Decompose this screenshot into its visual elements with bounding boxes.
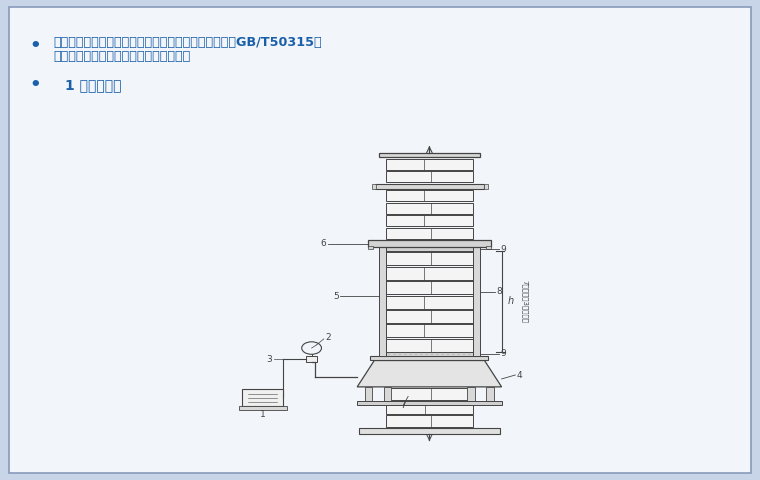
- Text: 1: 1: [260, 410, 265, 419]
- Bar: [385, 324, 473, 337]
- Bar: [365, 387, 372, 401]
- Bar: [385, 190, 473, 201]
- Bar: [385, 339, 473, 352]
- Text: 2: 2: [325, 334, 331, 342]
- Bar: [378, 153, 480, 157]
- Bar: [378, 247, 385, 356]
- Bar: [385, 402, 473, 414]
- Bar: [385, 247, 473, 251]
- Bar: [385, 352, 473, 356]
- Bar: [357, 401, 502, 405]
- Text: 4: 4: [517, 371, 522, 380]
- Bar: [359, 428, 500, 434]
- Text: h: h: [508, 297, 514, 306]
- Bar: [483, 184, 488, 189]
- Polygon shape: [357, 360, 502, 387]
- Bar: [486, 246, 491, 249]
- Bar: [385, 267, 473, 280]
- Bar: [375, 184, 483, 189]
- Bar: [385, 215, 473, 226]
- Bar: [239, 406, 287, 410]
- Text: 9: 9: [500, 245, 506, 253]
- Bar: [384, 387, 391, 401]
- Bar: [385, 203, 473, 214]
- Text: 9: 9: [500, 349, 506, 358]
- Text: 可针对不同需要采用下列相应检测方法：: 可针对不同需要采用下列相应检测方法：: [53, 50, 191, 63]
- Bar: [306, 356, 317, 362]
- Bar: [385, 252, 473, 265]
- Text: 1 原位轴压法: 1 原位轴压法: [65, 78, 121, 93]
- Text: 8: 8: [497, 288, 502, 296]
- Bar: [368, 240, 491, 247]
- Text: 6: 6: [321, 240, 326, 248]
- Bar: [385, 415, 473, 427]
- Bar: [385, 228, 473, 239]
- Bar: [486, 387, 494, 401]
- Text: •: •: [29, 36, 40, 55]
- Bar: [372, 184, 375, 189]
- Bar: [385, 310, 473, 323]
- Text: 按照经修订的国家标准《砂体工程现场检测技术标准》GB/T50315，: 按照经修订的国家标准《砂体工程现场检测技术标准》GB/T50315，: [53, 36, 321, 49]
- Bar: [467, 387, 475, 401]
- Bar: [385, 159, 473, 170]
- Text: 3: 3: [266, 355, 272, 363]
- Bar: [385, 296, 473, 309]
- Text: 5: 5: [333, 292, 338, 301]
- Bar: [368, 246, 372, 249]
- Bar: [385, 388, 473, 400]
- Text: 7皮单砖塶3皮多孔砖: 7皮单砖塶3皮多孔砖: [521, 280, 528, 323]
- Text: 7: 7: [401, 401, 407, 410]
- Bar: [370, 356, 488, 360]
- Bar: [242, 389, 283, 406]
- Bar: [473, 247, 480, 356]
- Bar: [385, 281, 473, 294]
- Text: •: •: [29, 76, 40, 95]
- Bar: [385, 171, 473, 182]
